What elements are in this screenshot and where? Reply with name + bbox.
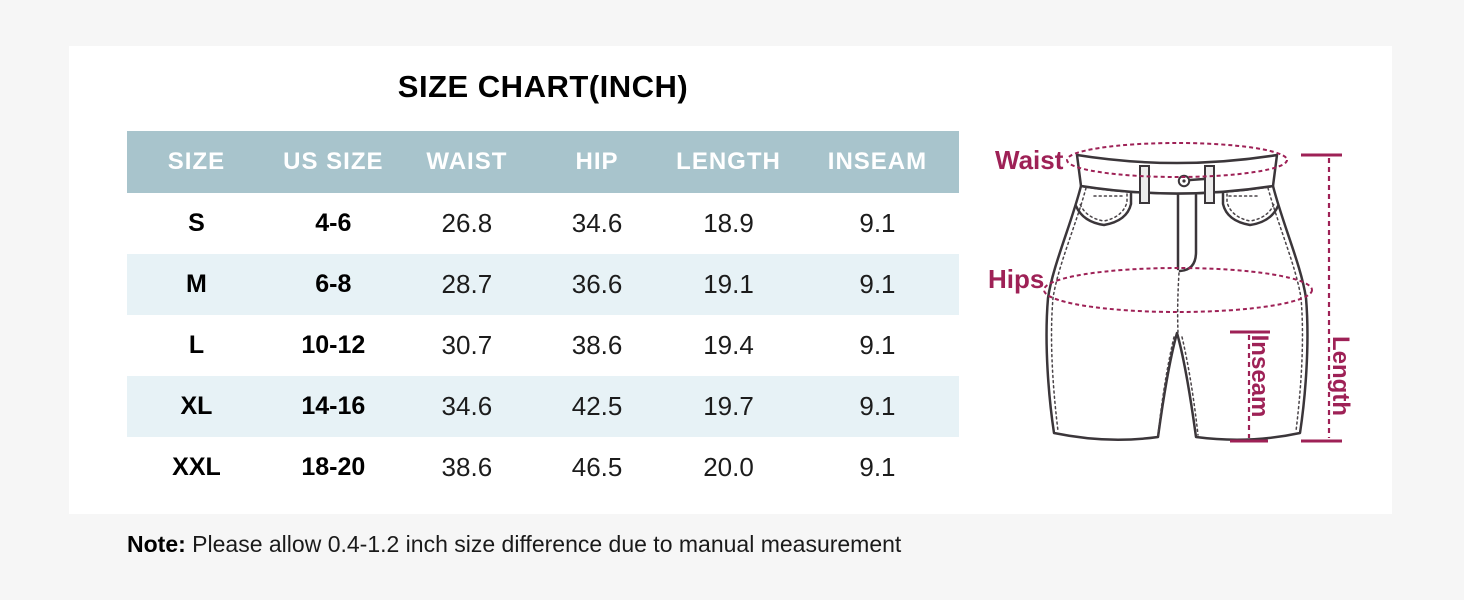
left-belt-loop (1139, 165, 1150, 204)
note-text: Please allow 0.4-1.2 inch size differenc… (185, 531, 902, 557)
table-row: XL 14-16 34.6 42.5 19.7 9.1 (127, 376, 959, 437)
hips-label: Hips (988, 264, 1044, 294)
left-inseam-stitch (1157, 336, 1175, 436)
header-us-size: US SIZE (265, 131, 401, 193)
size-cell: M (186, 270, 207, 298)
waist-cell: 26.8 (441, 208, 493, 238)
waist-cell: 38.6 (441, 452, 493, 482)
us-size-cell: 4-6 (315, 209, 352, 237)
fly-right-line (1178, 193, 1198, 273)
inseam-cell: 9.1 (859, 208, 896, 238)
inseam-cell: 9.1 (859, 269, 896, 299)
note-label: Note: (127, 531, 186, 557)
waist-label: Waist (995, 145, 1064, 175)
inseam-cell: 9.1 (859, 452, 896, 482)
hip-cell: 46.5 (571, 452, 623, 482)
us-size-cell: 14-16 (301, 392, 366, 420)
length-cell: 20.0 (703, 452, 754, 482)
shorts-measurement-diagram: Waist Hips Inseam Length (988, 142, 1354, 443)
left-seam-stitch (1050, 187, 1087, 432)
page-title: SIZE CHART(INCH) (397, 69, 689, 104)
header-inseam: INSEAM (795, 131, 959, 193)
waist-cell: 34.6 (441, 391, 493, 421)
waistband (1075, 153, 1279, 195)
size-cell: L (188, 331, 205, 359)
right-belt-loop (1204, 165, 1215, 204)
size-cell: S (188, 209, 205, 237)
waist-cell: 30.7 (441, 330, 493, 360)
hip-cell: 38.6 (571, 330, 623, 360)
length-label: Length (1327, 336, 1354, 416)
table-row: L 10-12 30.7 38.6 19.4 9.1 (127, 315, 959, 376)
button-dot (1182, 179, 1186, 183)
header-hip: HIP (533, 131, 662, 193)
left-pocket (1074, 191, 1133, 227)
length-cell: 18.9 (703, 208, 754, 238)
hip-cell: 36.6 (571, 269, 623, 299)
right-pocket (1221, 191, 1280, 227)
inseam-label: Inseam (1246, 335, 1273, 418)
header-waist: WAIST (400, 131, 533, 193)
buttonhole (1188, 177, 1206, 182)
length-cell: 19.4 (703, 330, 754, 360)
table-row: S 4-6 26.8 34.6 18.9 9.1 (127, 193, 959, 254)
length-cell: 19.1 (703, 269, 754, 299)
us-size-cell: 18-20 (301, 453, 366, 481)
inseam-cell: 9.1 (859, 330, 896, 360)
waist-girth-ellipse (1066, 142, 1288, 178)
crotch-seam-stitch (1176, 272, 1180, 334)
size-table: SIZE US SIZE WAIST HIP LENGTH INSEAM S 4… (127, 131, 959, 498)
us-size-cell: 10-12 (301, 331, 366, 359)
table-row: M 6-8 28.7 36.6 19.1 9.1 (127, 254, 959, 315)
size-cell: XXL (172, 453, 221, 481)
hip-cell: 42.5 (571, 391, 623, 421)
waist-cell: 28.7 (441, 269, 493, 299)
table-header-row: SIZE US SIZE WAIST HIP LENGTH INSEAM (127, 131, 959, 193)
header-size: SIZE (127, 131, 266, 193)
measurement-note: Note: Please allow 0.4-1.2 inch size dif… (127, 531, 901, 558)
us-size-cell: 6-8 (315, 270, 352, 298)
shorts-body (1045, 184, 1309, 441)
size-cell: XL (180, 392, 213, 420)
table-row: XXL 18-20 38.6 46.5 20.0 9.1 (127, 437, 959, 498)
length-cell: 19.7 (703, 391, 754, 421)
size-chart-card: SIZE CHART(INCH) SIZE US SIZE WAIST HIP … (69, 46, 1392, 514)
right-inseam-stitch (1181, 336, 1199, 436)
inseam-cell: 9.1 (859, 391, 896, 421)
hips-girth-ellipse (1043, 267, 1313, 313)
header-length: LENGTH (661, 131, 796, 193)
hip-cell: 34.6 (571, 208, 623, 238)
